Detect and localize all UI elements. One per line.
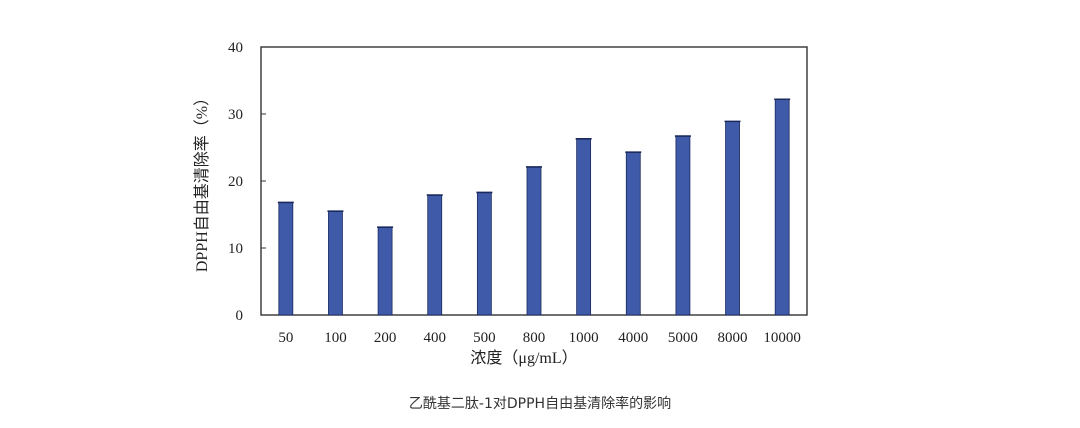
bar-body (526, 166, 542, 316)
y-tick-label: 10 (228, 241, 243, 257)
bar (774, 98, 791, 316)
bar (674, 135, 691, 316)
bar-body (725, 120, 740, 316)
x-tick-label: 10000 (763, 330, 801, 346)
bar-body (278, 202, 294, 316)
figure-caption: 乙酰基二肽-1对DPPH自由基清除率的影响 (408, 396, 672, 412)
bar (426, 194, 443, 316)
bar (277, 201, 294, 316)
y-axis-title: DPPH自由基清除率（%） (193, 90, 211, 272)
bar-body (328, 210, 343, 316)
x-axis-ticks: 50 100 200 400 500 800 1000 4000 5000 8000 10000 (278, 330, 801, 346)
bar-body (377, 226, 393, 316)
bar (377, 226, 394, 316)
bar-body (576, 138, 592, 316)
x-axis-title: 浓度（μg/mL） (470, 349, 577, 367)
bar (724, 120, 741, 316)
x-tick-label: 400 (423, 330, 446, 346)
bar-body (625, 151, 641, 316)
bar-body (476, 191, 492, 316)
bar-body (427, 194, 443, 316)
x-tick-label: 200 (374, 330, 397, 346)
bar-chart: 0 10 20 30 40 50 100 200 400 500 800 1000 4000 5000 8… (193, 40, 808, 367)
bar-body (675, 135, 691, 316)
x-tick-label: 500 (473, 330, 496, 346)
bar (625, 151, 642, 316)
x-tick-label: 5000 (668, 330, 698, 346)
bar (327, 210, 344, 316)
y-axis-ticks: 0 10 20 30 40 (228, 40, 266, 324)
x-tick-label: 8000 (718, 330, 748, 346)
x-tick-label: 1000 (569, 330, 599, 346)
x-tick-label: 100 (324, 330, 347, 346)
bar (476, 191, 493, 316)
bars (277, 98, 791, 316)
y-tick-label: 40 (228, 40, 243, 56)
x-tick-label: 4000 (618, 330, 648, 346)
y-tick-label: 0 (236, 308, 244, 324)
y-tick-label: 20 (228, 174, 243, 190)
y-tick-label: 30 (228, 107, 243, 123)
x-tick-label: 800 (523, 330, 546, 346)
bar-body (774, 98, 790, 316)
bar (526, 166, 542, 316)
x-tick-label: 50 (278, 330, 293, 346)
bar (575, 137, 592, 316)
